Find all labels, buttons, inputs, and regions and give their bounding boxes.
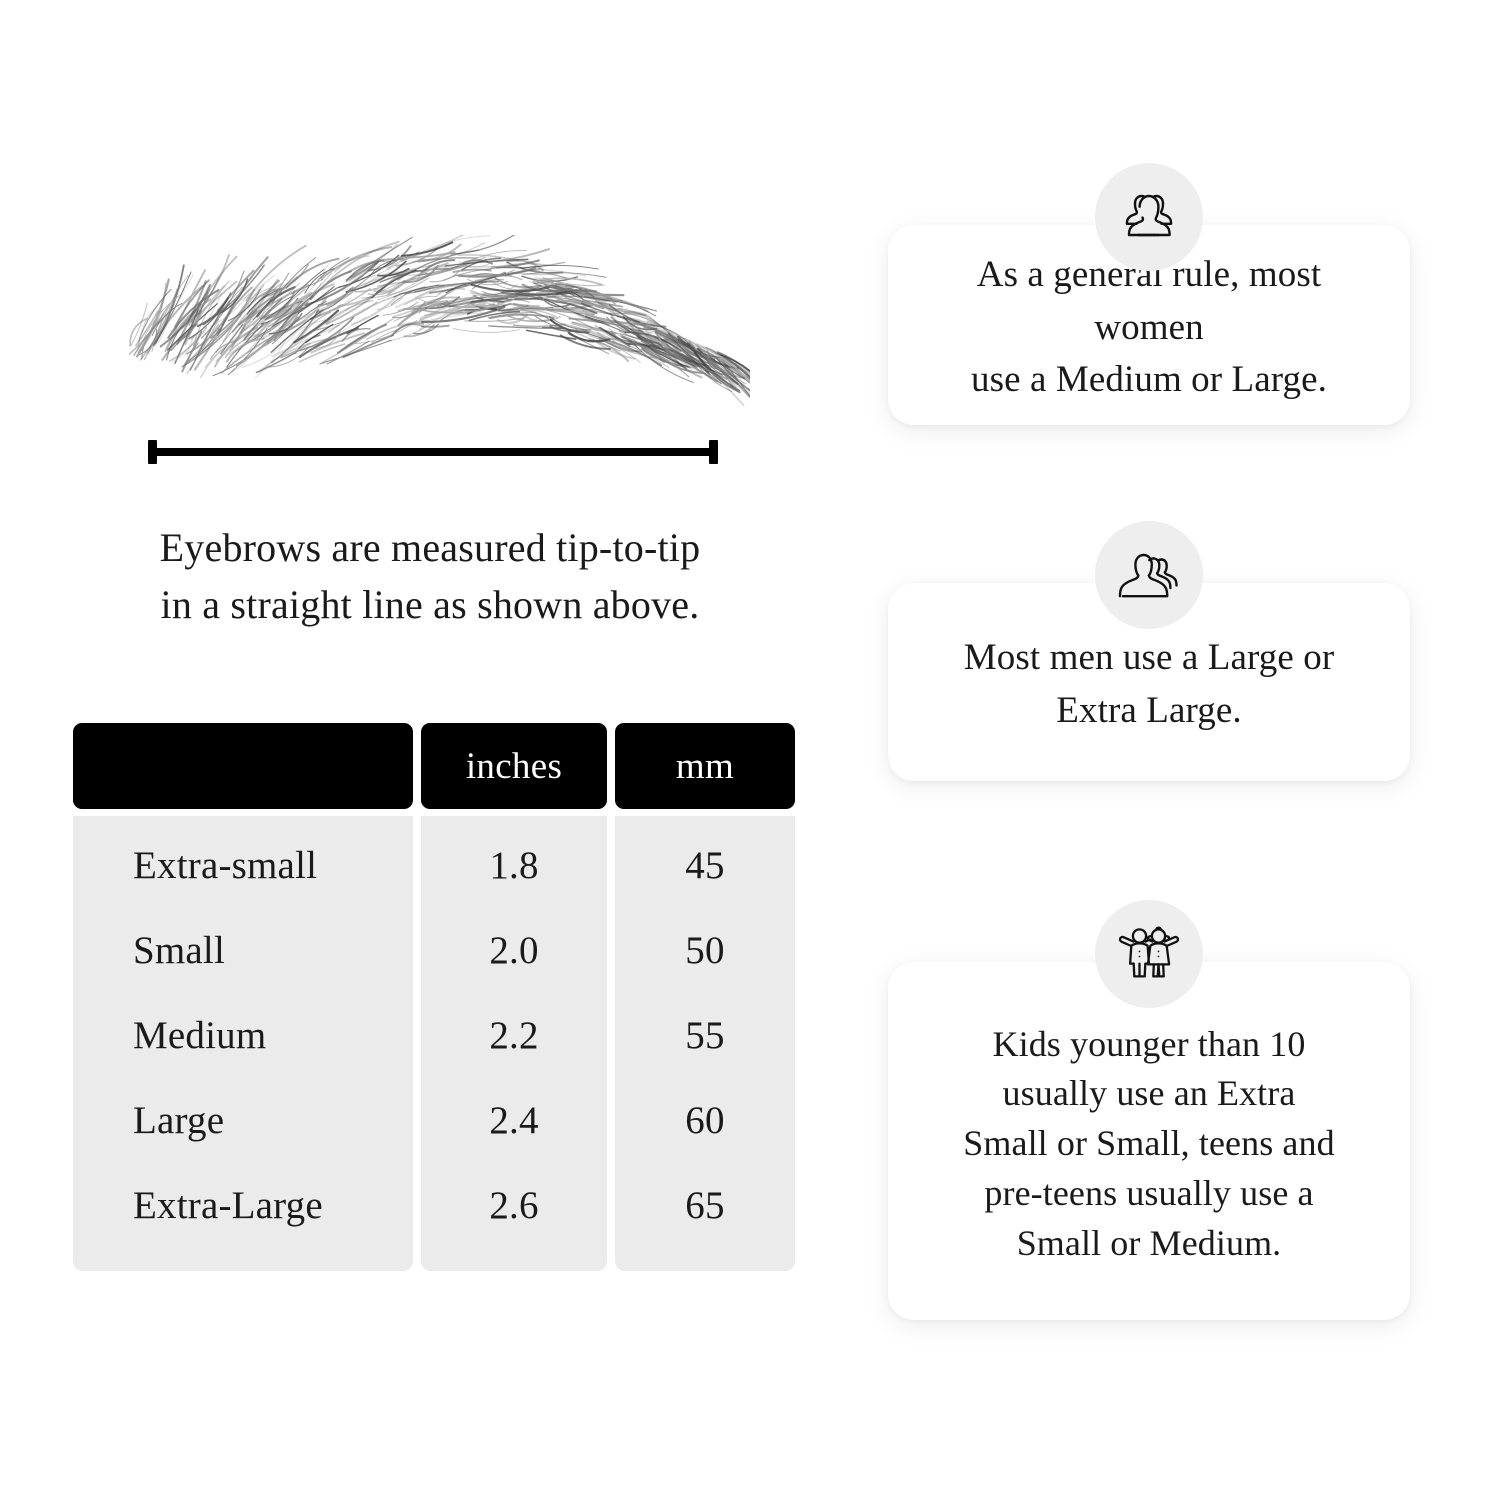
tip-line-1: As a general rule, most women	[976, 253, 1322, 348]
measure-line	[148, 448, 718, 456]
table-column-mm: 45 50 55 60 65	[615, 816, 795, 1271]
table-row: 2.0	[421, 908, 607, 993]
tip-line-2: use a Medium or Large.	[971, 359, 1327, 401]
tip-card-kids: Kids younger than 10 usually use an Extr…	[888, 900, 1410, 1320]
table-column-inches: 1.8 2.0 2.2 2.4 2.6	[421, 816, 607, 1271]
table-row: Extra-Large	[73, 1163, 413, 1248]
size-chart-table: inches mm Extra-small Small Medium Large…	[73, 723, 795, 1271]
tip-text-women: As a general rule, most women use a Medi…	[928, 249, 1370, 408]
tip-line-1: Most men use a Large or	[963, 637, 1335, 679]
tip-card-women: As a general rule, most women use a Medi…	[888, 163, 1410, 425]
table-row: 45	[615, 823, 795, 908]
cell-inches: 2.4	[489, 1099, 539, 1142]
table-body: Extra-small Small Medium Large Extra-Lar…	[73, 816, 795, 1271]
table-row: 65	[615, 1163, 795, 1248]
tip-card-body: Kids younger than 10 usually use an Extr…	[888, 900, 1410, 1320]
tips-panel: As a general rule, most women use a Medi…	[840, 0, 1500, 1500]
table-header-inches-label: inches	[465, 745, 563, 787]
table-row: 55	[615, 993, 795, 1078]
table-row: 2.4	[421, 1078, 607, 1163]
table-header-inches: inches	[421, 723, 607, 809]
table-header-row: inches mm	[73, 723, 795, 809]
measurement-caption: Eyebrows are measured tip-to-tip in a st…	[60, 520, 800, 634]
caption-line-1: Eyebrows are measured tip-to-tip	[159, 525, 701, 570]
men-group-icon	[1095, 521, 1203, 629]
table-row: 2.2	[421, 993, 607, 1078]
tip-text-men: Most men use a Large or Extra Large.	[964, 632, 1335, 738]
cell-size: Large	[133, 1099, 225, 1142]
cell-size: Small	[133, 929, 226, 972]
table-row: 1.8	[421, 823, 607, 908]
cell-mm: 60	[685, 1099, 725, 1142]
cell-inches: 2.6	[489, 1184, 539, 1227]
table-row: 50	[615, 908, 795, 993]
cell-mm: 55	[685, 1014, 725, 1057]
cell-size: Medium	[133, 1014, 267, 1057]
table-column-size: Extra-small Small Medium Large Extra-Lar…	[73, 816, 413, 1271]
tip-line-1: Kids younger than 10	[992, 1023, 1306, 1064]
cell-size: Extra-small	[133, 844, 318, 887]
eyebrow-illustration	[110, 235, 750, 435]
tip-text-kids: Kids younger than 10 usually use an Extr…	[963, 1020, 1334, 1268]
table-header-mm: mm	[615, 723, 795, 809]
cell-inches: 2.2	[489, 1014, 539, 1057]
table-row: 2.6	[421, 1163, 607, 1248]
tip-line-2: Extra Large.	[1056, 690, 1242, 731]
tip-line-5: Small or Medium.	[1016, 1222, 1282, 1263]
women-group-icon	[1095, 163, 1203, 271]
table-header-mm-label: mm	[675, 745, 735, 787]
cell-inches: 1.8	[489, 844, 539, 887]
table-row: Medium	[73, 993, 413, 1078]
cell-size: Extra-Large	[133, 1184, 323, 1227]
tip-line-3: Small or Small, teens and	[963, 1123, 1335, 1164]
table-row: Large	[73, 1078, 413, 1163]
measure-cap-right	[709, 440, 718, 464]
cell-mm: 45	[685, 844, 725, 887]
tip-line-4: pre-teens usually use a	[984, 1172, 1314, 1213]
table-row: Extra-small	[73, 823, 413, 908]
cell-mm: 65	[685, 1184, 725, 1227]
left-panel: Eyebrows are measured tip-to-tip in a st…	[60, 235, 800, 1271]
kids-icon	[1095, 900, 1203, 1008]
tip-line-2: usually use an Extra	[1002, 1073, 1296, 1114]
tip-card-men: Most men use a Large or Extra Large.	[888, 521, 1410, 781]
measurement-bar	[148, 437, 718, 467]
cell-mm: 50	[685, 929, 725, 972]
tip-card-body: Most men use a Large or Extra Large.	[888, 521, 1410, 781]
cell-inches: 2.0	[489, 929, 539, 972]
tip-card-body: As a general rule, most women use a Medi…	[888, 163, 1410, 425]
caption-line-2: in a straight line as shown above.	[160, 581, 700, 627]
table-header-size	[73, 723, 413, 809]
table-row: 60	[615, 1078, 795, 1163]
table-row: Small	[73, 908, 413, 993]
